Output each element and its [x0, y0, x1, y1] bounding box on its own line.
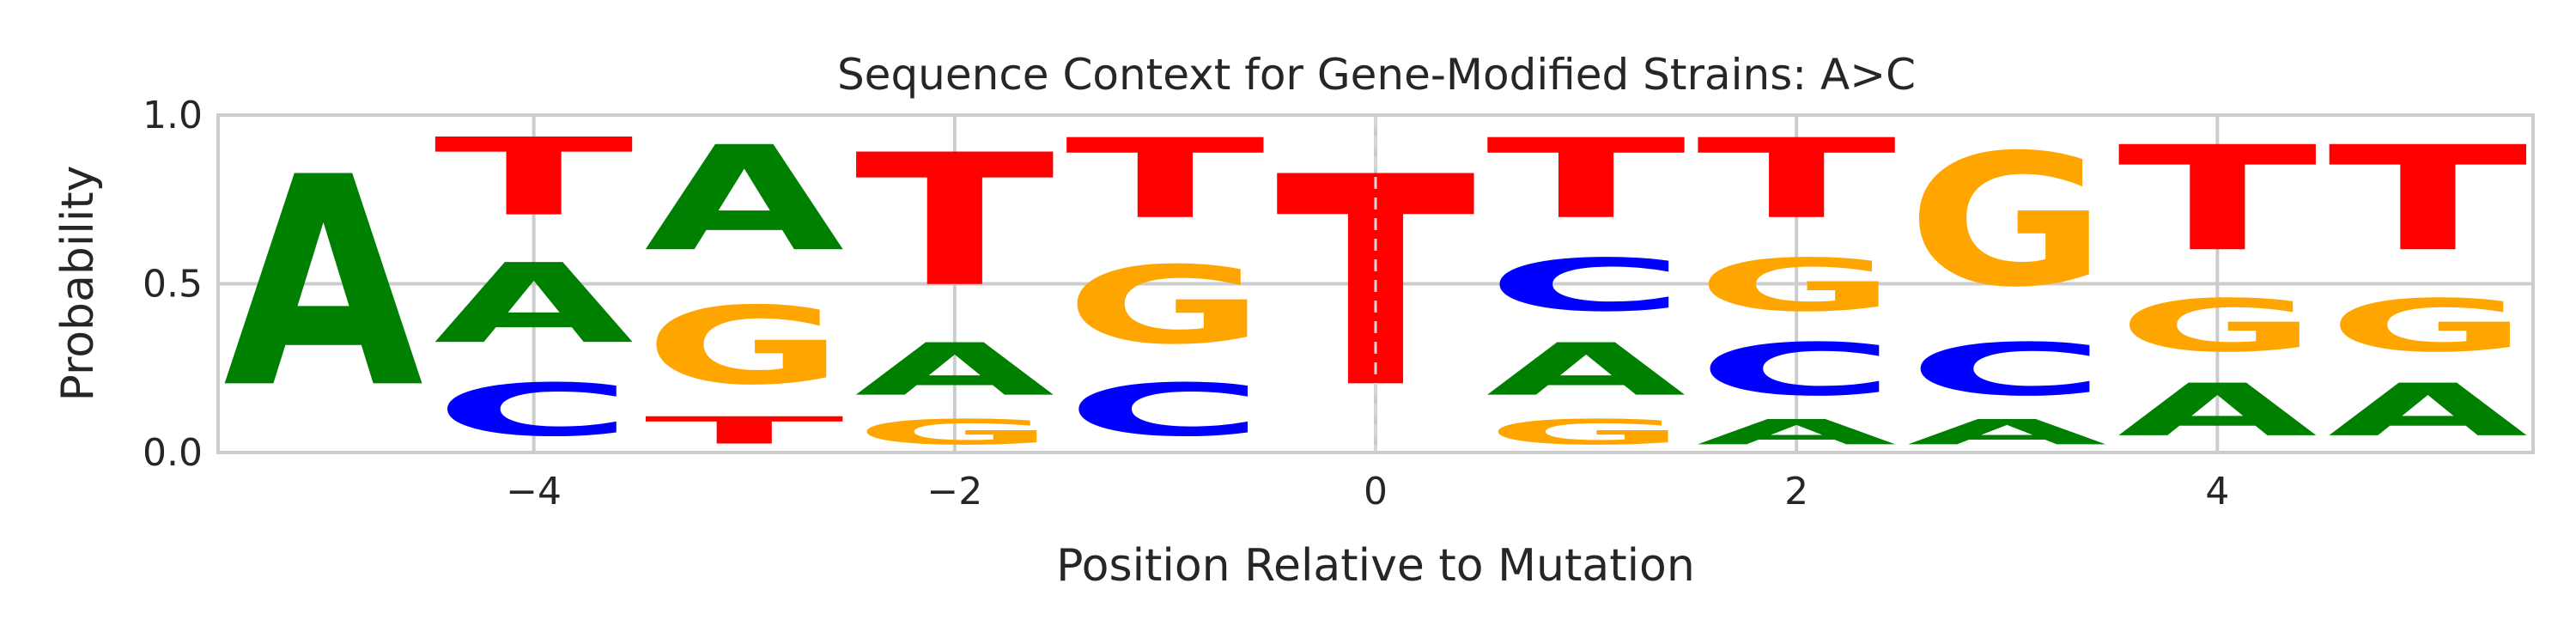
y-tick-label: 0.0: [143, 431, 203, 475]
plot-frame: [216, 113, 2535, 454]
y-tick-labels: 0.0 0.5 1.0: [143, 94, 203, 475]
y-tick-label: 1.0: [143, 94, 203, 137]
logo-letter-G: G: [854, 412, 1054, 453]
logo-letter-A: A: [644, 116, 844, 283]
logo-letter-G: G: [1697, 244, 1897, 328]
x-tick-label: −4: [506, 470, 562, 513]
x-tick-label: −2: [927, 470, 982, 513]
logo-letter-G: G: [1065, 244, 1265, 368]
x-tick-label: 2: [1784, 470, 1808, 513]
logo-letter-G: G: [644, 284, 844, 409]
logo-letter-A: A: [1697, 412, 1897, 453]
logo-letter-G: G: [1907, 116, 2107, 327]
logo-letter-T: T: [1697, 115, 1899, 243]
logo-letter-C: C: [1486, 244, 1686, 328]
logo-letter-A: A: [1486, 328, 1686, 412]
logo-letter-T: T: [2328, 116, 2530, 283]
logo-letter-T: T: [1065, 115, 1267, 243]
chart-title: Sequence Context for Gene-Modified Strai…: [837, 50, 1916, 100]
logo-letter-A: A: [434, 240, 634, 368]
x-tick-label: 0: [1364, 470, 1388, 513]
logo-letter-G: G: [2328, 284, 2528, 368]
logo-letter-G: G: [1486, 412, 1686, 453]
y-tick-label: 0.5: [143, 263, 203, 307]
x-axis-label: Position Relative to Mutation: [1056, 540, 1695, 592]
logo-letter-A: A: [223, 117, 425, 453]
logo-letter-T: T: [1486, 115, 1688, 243]
logo-letter-A: A: [854, 328, 1054, 412]
logo-letter-G: G: [2117, 284, 2318, 368]
logo-letter-T: T: [434, 115, 635, 240]
logo-letter-C: C: [1907, 328, 2107, 412]
logo-letter-C: C: [434, 368, 634, 453]
y-axis-label: Probability: [52, 166, 104, 402]
logo-letter-A: A: [2117, 368, 2318, 453]
logo-letter-T: T: [2117, 116, 2319, 283]
x-tick-label: 4: [2205, 470, 2229, 513]
logo-letter-C: C: [1065, 368, 1265, 453]
logo-letter-C: C: [1697, 328, 1897, 412]
logo-letter-A: A: [1907, 412, 2107, 453]
x-tick-labels: −4 −2 0 2 4: [506, 470, 2229, 513]
logo-letter-T: T: [644, 409, 844, 453]
logo-letter-T: T: [854, 115, 1056, 327]
logo-letter-A: A: [2328, 368, 2528, 453]
